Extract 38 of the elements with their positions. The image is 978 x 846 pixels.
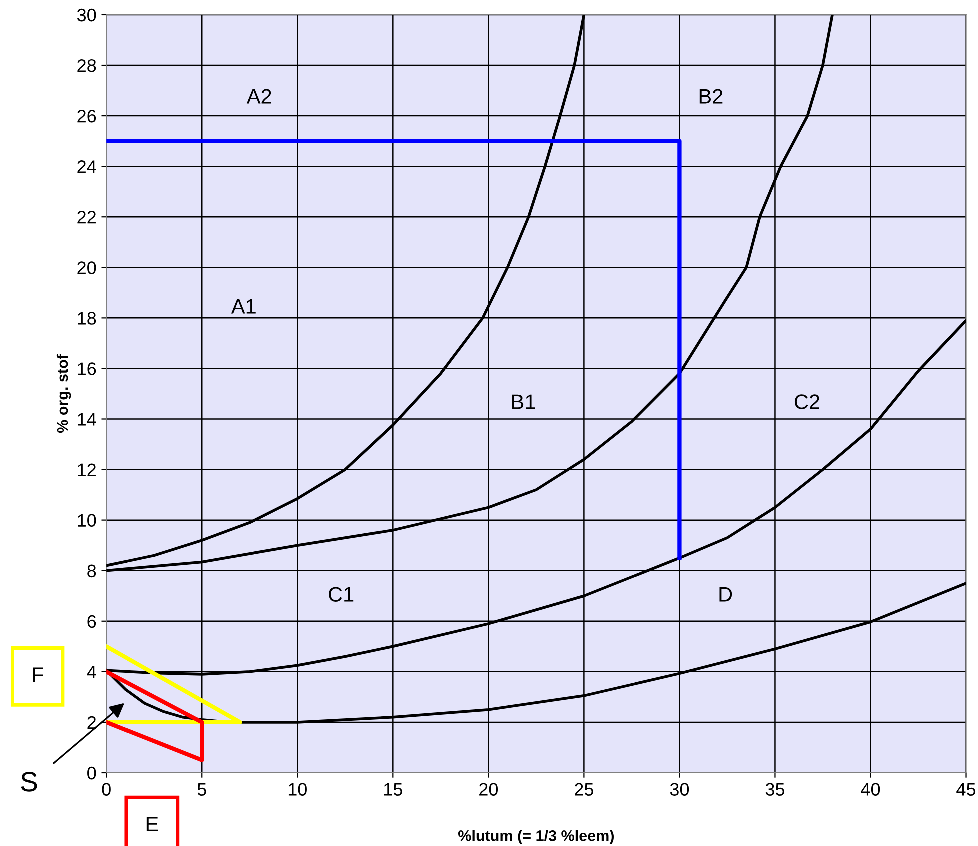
text: E: [146, 817, 158, 832]
y-tick-label: 30: [77, 8, 96, 22]
y-tick-label: 28: [78, 59, 96, 72]
annotation: D: [720, 587, 732, 602]
y-tick-label: 0: [88, 766, 96, 780]
annotation: B2: [700, 89, 723, 104]
y-axis-title: % org. stof: [56, 354, 72, 434]
x-tick-label: 45: [956, 783, 976, 796]
y-tick-label: 26: [78, 110, 96, 123]
y-tick-label: 6: [88, 615, 96, 628]
y-tick-label: 22: [78, 211, 96, 224]
x-tick-label: 15: [384, 783, 402, 796]
annotation: C1: [329, 587, 354, 602]
text: S: [21, 772, 38, 792]
x-axis-title: %lutum (= 1/3 %leem): [458, 830, 614, 844]
x-tick-label: 35: [766, 783, 785, 796]
text: F: [33, 668, 44, 682]
x-tick-label: 5: [198, 783, 206, 796]
x-tick-label: 20: [480, 783, 498, 796]
y-tick-label: 16: [78, 362, 96, 376]
y-tick-label: 24: [78, 160, 96, 174]
y-tick-label: 8: [88, 564, 96, 578]
y-tick-label: 14: [78, 413, 96, 426]
x-tick-label: 40: [861, 783, 880, 796]
annotation: A1: [231, 299, 256, 314]
y-tick-label: 18: [78, 312, 96, 325]
y-tick-label: 12: [78, 464, 96, 476]
y-tick-label: 20: [78, 262, 96, 274]
annotation: B1: [512, 394, 536, 410]
x-tick-label: 10: [288, 783, 307, 796]
x-tick-label: 30: [670, 783, 690, 796]
annotation: C2: [794, 394, 820, 410]
x-tick-label: 25: [575, 783, 594, 796]
y-tick-label: 4: [87, 666, 96, 678]
y-tick-label: 2: [88, 716, 96, 729]
annotation: A2: [246, 89, 272, 104]
x-tick-label: 0: [102, 783, 111, 796]
y-tick-label: 10: [78, 514, 96, 528]
